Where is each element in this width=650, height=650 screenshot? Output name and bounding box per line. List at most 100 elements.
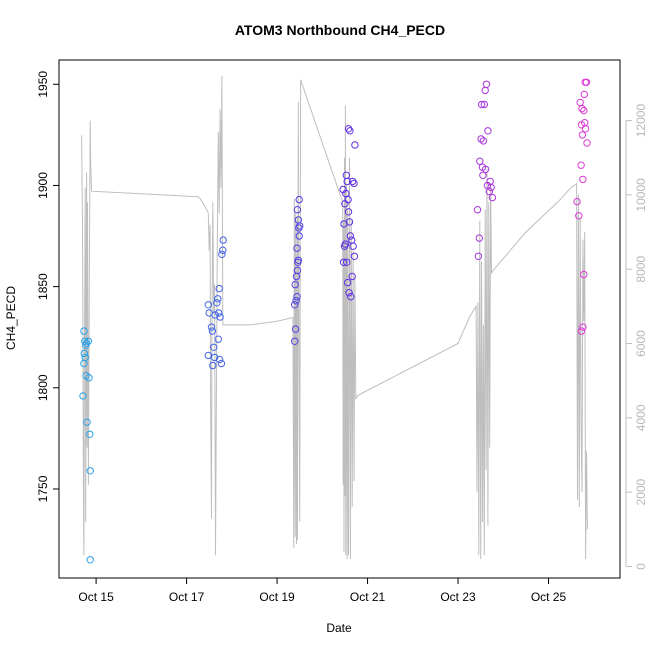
data-point xyxy=(575,212,583,220)
data-point xyxy=(479,137,488,145)
x-tick-label: Oct 17 xyxy=(169,590,205,604)
data-point xyxy=(86,556,94,564)
data-point xyxy=(346,232,355,240)
data-point xyxy=(294,216,302,224)
data-point xyxy=(294,256,302,264)
data-point xyxy=(343,278,352,287)
data-point xyxy=(204,301,213,309)
data-point xyxy=(577,161,585,169)
data-point xyxy=(84,337,93,345)
data-point xyxy=(85,374,93,382)
data-point xyxy=(82,339,91,347)
data-point xyxy=(293,293,301,301)
data-point xyxy=(350,252,359,260)
plot-area: 1750 1800 1850 1900 1950 0 2000 4000 6000 8000 100… xyxy=(36,71,648,604)
x-axis-label: Date xyxy=(326,621,352,635)
data-point xyxy=(346,127,354,135)
y-tick-label: 1850 xyxy=(36,273,50,300)
data-point xyxy=(211,311,219,319)
data-point xyxy=(343,258,351,266)
y2-tick-label: 0 xyxy=(634,563,648,570)
data-point xyxy=(350,179,358,188)
data-point xyxy=(578,131,587,139)
x-tick-label: Oct 19 xyxy=(259,590,295,604)
data-point xyxy=(344,208,353,216)
y-tick-label: 1750 xyxy=(36,475,50,502)
data-point xyxy=(214,295,222,303)
data-point xyxy=(210,343,218,351)
data-point xyxy=(219,246,227,254)
data-point xyxy=(293,266,302,275)
y2-tick-label: 12000 xyxy=(634,104,648,138)
data-point xyxy=(351,141,359,149)
data-point xyxy=(209,361,217,370)
data-point xyxy=(291,280,299,289)
data-point xyxy=(215,284,223,293)
series-line xyxy=(81,75,588,560)
data-point xyxy=(214,335,223,343)
data-point xyxy=(480,100,488,109)
data-point xyxy=(295,232,303,240)
data-point xyxy=(485,187,493,196)
data-point xyxy=(86,467,94,475)
data-point xyxy=(481,165,490,174)
data-point xyxy=(487,183,495,192)
x-tick-label: Oct 15 xyxy=(78,590,114,604)
x-tick-label: Oct 25 xyxy=(531,590,567,604)
data-point xyxy=(345,289,353,297)
data-point xyxy=(293,206,302,214)
x-tick-label: Oct 21 xyxy=(350,590,386,604)
data-point xyxy=(207,323,216,331)
y-tick-label: 1900 xyxy=(36,172,50,199)
data-point xyxy=(216,313,224,321)
data-point xyxy=(578,104,586,113)
data-point xyxy=(344,125,353,133)
data-point xyxy=(80,349,89,358)
plot-frame xyxy=(58,59,621,579)
data-point xyxy=(473,206,482,214)
data-point xyxy=(583,139,591,147)
data-point xyxy=(343,177,351,186)
data-point xyxy=(573,197,581,206)
data-point xyxy=(475,234,483,242)
data-point xyxy=(348,177,357,186)
data-point xyxy=(579,323,587,331)
data-point xyxy=(580,106,588,115)
data-point xyxy=(341,240,350,248)
data-point xyxy=(484,127,492,135)
data-point xyxy=(217,359,226,368)
data-point xyxy=(215,355,224,364)
data-point xyxy=(582,78,591,87)
data-point xyxy=(339,185,347,194)
data-point xyxy=(577,327,586,335)
data-point xyxy=(581,125,590,133)
data-point xyxy=(345,218,354,226)
data-point xyxy=(579,175,587,184)
y2-tick-label: 10000 xyxy=(634,178,648,212)
data-point xyxy=(215,309,223,317)
y-tick-label: 1800 xyxy=(36,374,50,401)
data-point xyxy=(339,258,348,266)
data-point xyxy=(295,195,303,204)
data-point xyxy=(293,244,301,252)
data-point xyxy=(477,100,486,109)
data-point xyxy=(580,90,588,99)
data-point xyxy=(477,135,485,143)
data-point xyxy=(83,418,91,426)
data-point xyxy=(348,272,356,281)
data-point xyxy=(482,80,491,89)
data-point xyxy=(80,327,88,335)
data-point xyxy=(218,250,226,259)
data-point xyxy=(476,157,484,165)
data-point xyxy=(347,293,355,301)
y2-tick-label: 4000 xyxy=(634,404,648,431)
y-tick-label: 1950 xyxy=(36,71,50,98)
data-point xyxy=(479,171,487,180)
data-point xyxy=(580,270,588,279)
y-axis-label: CH4_PECD xyxy=(4,286,18,350)
data-point xyxy=(349,242,357,250)
y2-tick-label: 6000 xyxy=(634,330,648,357)
data-point xyxy=(219,236,227,244)
data-point xyxy=(208,327,217,335)
